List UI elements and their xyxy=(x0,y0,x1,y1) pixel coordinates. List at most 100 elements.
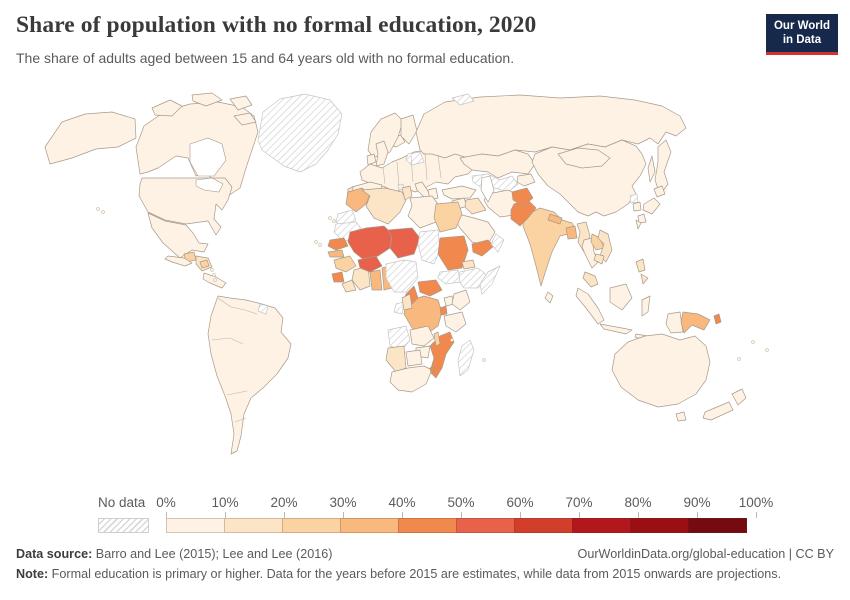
country-india[interactable] xyxy=(522,207,577,287)
country-morocco[interactable] xyxy=(345,187,371,213)
country-papua-new-guinea[interactable] xyxy=(680,311,711,334)
country-canada-arctic-islands[interactable] xyxy=(229,95,253,111)
island-hawaii-2[interactable] xyxy=(101,210,105,214)
country-canada-arctic-islands[interactable] xyxy=(151,99,183,117)
country-chad[interactable] xyxy=(417,229,441,265)
country-french-guiana[interactable] xyxy=(257,303,269,315)
legend-bin-30-40%[interactable] xyxy=(340,518,399,533)
country-algeria[interactable] xyxy=(361,187,407,225)
country-philippines[interactable] xyxy=(640,273,649,285)
country-oman[interactable] xyxy=(490,233,505,253)
country-niger[interactable] xyxy=(387,227,421,259)
country-greenland[interactable] xyxy=(257,93,343,173)
country-egypt[interactable] xyxy=(433,201,463,233)
country-iraq[interactable] xyxy=(464,197,487,215)
country-central-african-republic[interactable] xyxy=(417,279,443,297)
country-rwanda-burundi[interactable] xyxy=(439,305,448,316)
country-congo[interactable] xyxy=(401,293,413,311)
island-comoros[interactable] xyxy=(450,338,454,342)
island-lesser-antilles-2[interactable] xyxy=(212,273,216,277)
country-south-sudan[interactable] xyxy=(437,269,461,285)
country-nigeria[interactable] xyxy=(385,259,419,293)
country-philippines[interactable] xyxy=(635,258,646,273)
island-canary-islands-2[interactable] xyxy=(332,219,336,223)
country-finland[interactable] xyxy=(400,114,418,145)
country-mali[interactable] xyxy=(347,225,393,261)
country-kenya[interactable] xyxy=(451,289,471,311)
legend-no-data-swatch[interactable] xyxy=(98,518,149,533)
country-south-africa[interactable] xyxy=(389,365,433,393)
country-south-america[interactable] xyxy=(207,295,292,455)
legend-bin-10-20%[interactable] xyxy=(224,518,283,533)
country-cuba[interactable] xyxy=(164,255,193,267)
country-libya[interactable] xyxy=(407,195,439,229)
country-ghana[interactable] xyxy=(369,269,383,291)
country-australia[interactable] xyxy=(611,333,711,408)
country-svalbard[interactable] xyxy=(451,93,475,106)
country-namibia[interactable] xyxy=(385,345,407,373)
country-canada-arctic-islands[interactable] xyxy=(191,92,223,107)
island-new-caledonia[interactable] xyxy=(737,357,741,361)
country-turkey[interactable] xyxy=(441,185,477,200)
island-fiji[interactable] xyxy=(765,348,769,352)
country-tanzania[interactable] xyxy=(443,311,467,333)
country-new-zealand[interactable] xyxy=(731,388,747,406)
country-sudan[interactable] xyxy=(437,235,469,271)
country-afghanistan[interactable] xyxy=(511,187,534,207)
country-new-zealand[interactable] xyxy=(702,401,734,421)
country-indonesia[interactable] xyxy=(575,287,605,325)
country-west-papua[interactable] xyxy=(665,311,684,334)
country-usa[interactable] xyxy=(138,177,233,236)
country-nepal[interactable] xyxy=(547,213,563,225)
country-kamchatka[interactable] xyxy=(654,139,672,196)
legend-bin-50-60%[interactable] xyxy=(456,518,515,533)
country-angola[interactable] xyxy=(387,325,411,351)
country-tunisia[interactable] xyxy=(401,185,413,201)
country-solomon-islands[interactable] xyxy=(713,313,722,325)
country-eswatini[interactable] xyxy=(429,365,436,374)
country-ireland[interactable] xyxy=(366,153,377,166)
country-guinea[interactable] xyxy=(333,255,357,273)
country-sri-lanka[interactable] xyxy=(544,291,554,304)
country-south-korea[interactable] xyxy=(632,201,642,212)
legend-bin-90-100%[interactable] xyxy=(688,518,747,533)
country-taiwan[interactable] xyxy=(635,219,642,230)
island-cape-verde-2[interactable] xyxy=(318,243,322,247)
country-sakhalin[interactable] xyxy=(647,155,656,183)
island-vanuatu[interactable] xyxy=(751,340,755,344)
island-hawaii[interactable] xyxy=(96,207,100,211)
country-drc[interactable] xyxy=(403,295,443,337)
country-indonesia[interactable] xyxy=(641,295,651,317)
country-gabon[interactable] xyxy=(393,301,405,315)
country-burkina-faso[interactable] xyxy=(357,255,383,273)
country-malawi[interactable] xyxy=(433,331,441,347)
country-japan[interactable] xyxy=(653,185,666,198)
legend-bin-60-70%[interactable] xyxy=(514,518,573,533)
country-yemen[interactable] xyxy=(471,239,495,257)
country-mongolia[interactable] xyxy=(557,147,611,169)
country-tasmania[interactable] xyxy=(675,411,687,422)
island-lesser-antilles[interactable] xyxy=(210,268,214,272)
island-mauritius[interactable] xyxy=(482,358,486,362)
country-kazakhstan[interactable] xyxy=(459,149,536,179)
country-bangladesh[interactable] xyxy=(565,225,578,240)
legend-bin-80-90%[interactable] xyxy=(630,518,689,533)
country-united-kingdom[interactable] xyxy=(375,140,389,167)
country-mexico[interactable] xyxy=(147,212,209,259)
country-belarus[interactable] xyxy=(405,151,425,166)
island-cape-verde[interactable] xyxy=(314,240,318,244)
country-gambia-guinea-bissau[interactable] xyxy=(327,249,345,258)
owid-logo[interactable]: Our World in Data xyxy=(765,14,838,55)
country-canada-arctic-islands[interactable] xyxy=(233,112,257,126)
country-north-korea[interactable] xyxy=(629,193,639,204)
footer-link[interactable]: OurWorldinData.org/global-education | CC… xyxy=(577,547,834,561)
country-eritrea[interactable] xyxy=(461,259,476,270)
country-zambia[interactable] xyxy=(409,325,435,347)
country-malaysia[interactable] xyxy=(582,271,599,288)
country-indonesia[interactable] xyxy=(609,283,633,311)
legend-bin-20-30%[interactable] xyxy=(282,518,341,533)
country-japan[interactable] xyxy=(637,213,647,224)
country-botswana[interactable] xyxy=(405,349,423,367)
island-lesser-antilles-3[interactable] xyxy=(213,278,217,282)
country-alaska[interactable] xyxy=(44,111,137,165)
